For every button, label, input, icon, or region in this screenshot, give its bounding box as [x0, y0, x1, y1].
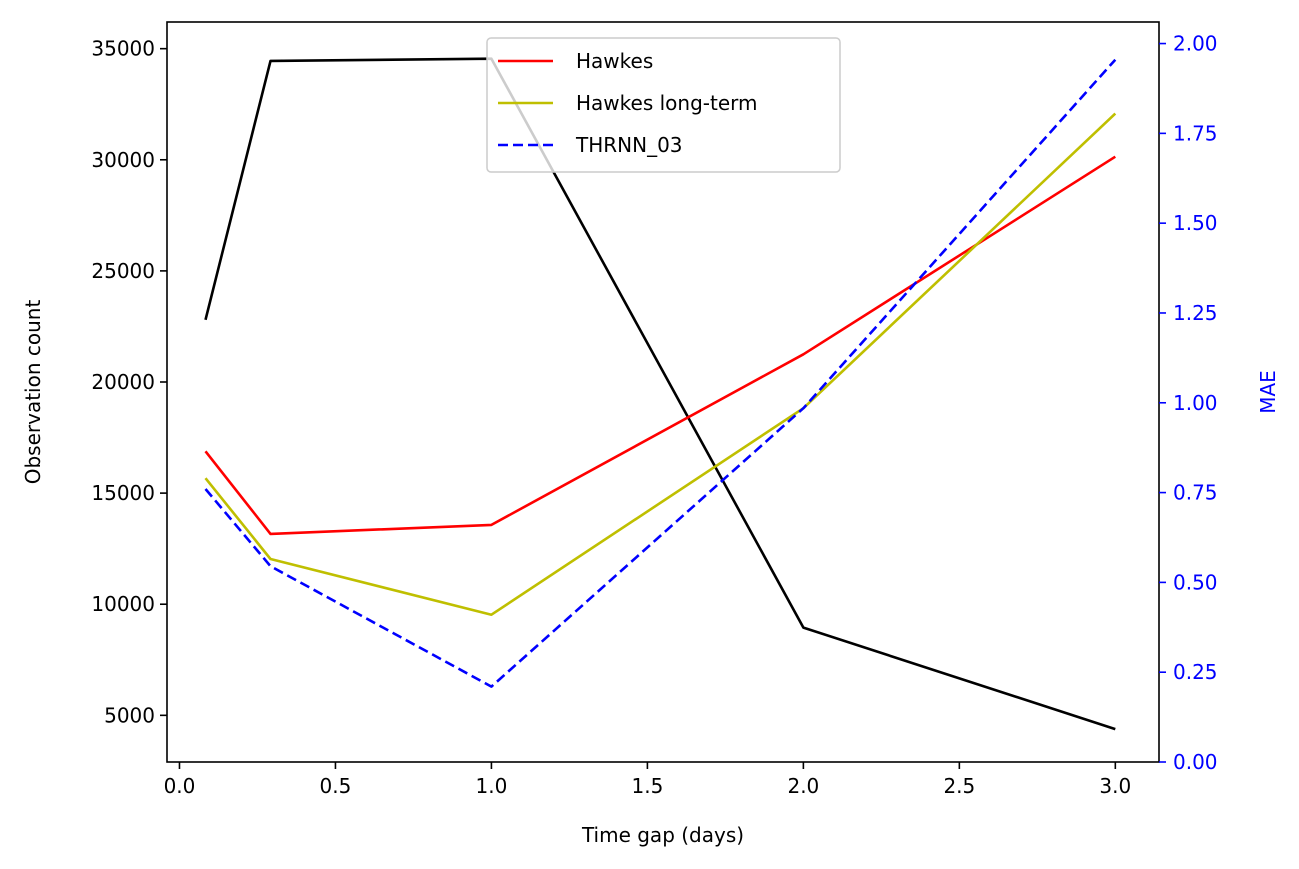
x-tick-label: 3.0: [1099, 774, 1131, 798]
legend-label: THRNN_03: [575, 133, 683, 157]
y-right-tick-label: 2.00: [1173, 32, 1218, 56]
y-right-axis: 0.00 0.25 0.50 0.75 1.00 1.25 1.50 1.75 2.00: [1159, 32, 1218, 774]
y-left-tick-label: 10000: [91, 592, 155, 616]
y-left-tick-label: 5000: [104, 703, 155, 727]
y-left-tick-label: 35000: [91, 37, 155, 61]
x-tick-label: 2.0: [787, 774, 819, 798]
series-line-thrnn-03: [204, 58, 1117, 688]
series-line-hawkes: [204, 155, 1116, 536]
y-left-tick-label: 20000: [91, 370, 155, 394]
x-tick-label: 1.5: [631, 774, 663, 798]
y-right-tick-label: 1.25: [1173, 301, 1218, 325]
legend-items: Hawkes Hawkes long-term THRNN_03: [498, 49, 757, 157]
y-right-tick-label: 0.25: [1173, 660, 1218, 684]
y-left-axis: 5000 10000 15000 20000 25000 30000 35000: [91, 37, 167, 727]
y-right-tick-label: 1.75: [1173, 121, 1218, 145]
series-line-hawkes-long-term: [204, 112, 1117, 617]
y-right-tick-label: 0.75: [1173, 481, 1218, 505]
y-left-tick-label: 15000: [91, 481, 155, 505]
y-right-tick-label: 1.50: [1173, 211, 1218, 235]
plot-frame: [166, 21, 1160, 763]
legend: Hawkes Hawkes long-term THRNN_03: [486, 37, 841, 173]
y-right-axis-title: MAE: [1256, 370, 1280, 414]
legend-box: [486, 37, 841, 173]
y-right-tick-label: 0.50: [1173, 570, 1218, 594]
x-tick-label: 0.0: [164, 774, 196, 798]
y-right-tick-label: 1.00: [1173, 391, 1218, 415]
x-tick-label: 1.0: [476, 774, 508, 798]
y-left-tick-label: 30000: [91, 148, 155, 172]
y-left-tick-label: 25000: [91, 259, 155, 283]
x-tick-label: 2.5: [943, 774, 975, 798]
y-left-axis-title: Observation count: [21, 300, 45, 485]
x-tick-label: 0.5: [320, 774, 352, 798]
x-axis: 0.0 0.5 1.0 1.5 2.0 2.5 3.0: [164, 762, 1131, 798]
x-axis-title: Time gap (days): [581, 823, 744, 847]
y-right-tick-label: 0.00: [1173, 750, 1218, 774]
legend-label: Hawkes: [576, 49, 653, 73]
legend-label: Hawkes long-term: [576, 91, 757, 115]
